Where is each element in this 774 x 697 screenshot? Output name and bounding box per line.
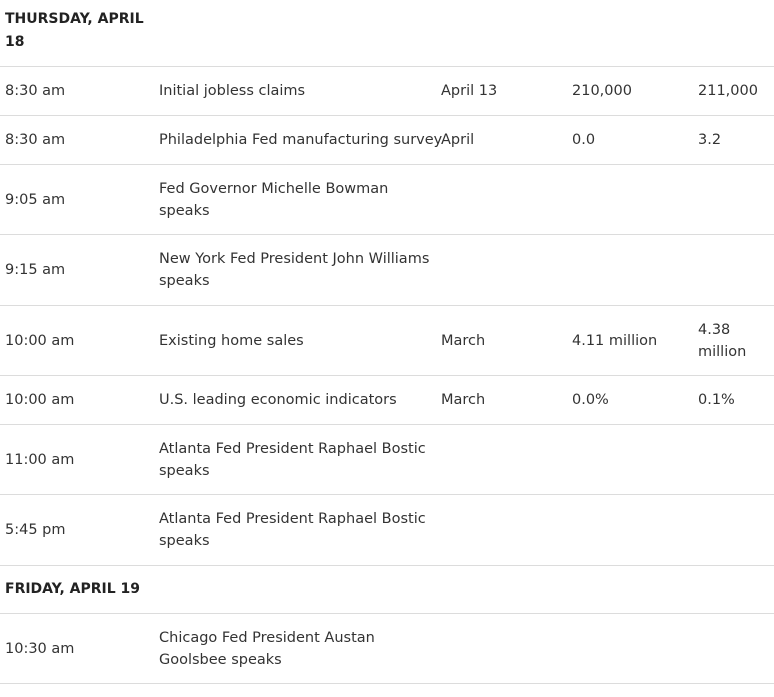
- time-cell: 9:15 am: [5, 262, 66, 278]
- forecast-cell: [572, 425, 692, 494]
- period-cell: March: [441, 392, 486, 408]
- time-cell: 10:00 am: [5, 332, 75, 349]
- period-cell: April: [441, 132, 475, 148]
- period-cell: [441, 495, 566, 565]
- time-cell: 9:05 am: [5, 191, 66, 208]
- period-cell: April 13: [441, 83, 498, 99]
- event-cell: U.S. leading economic indicators: [159, 392, 397, 408]
- previous-cell: [698, 235, 772, 305]
- table-row: 11:00 am Atlanta Fed President Raphael B…: [0, 425, 774, 495]
- table-row: 9:15 am New York Fed President John Will…: [0, 235, 774, 306]
- day-header-friday: FRIDAY, APRIL 19: [0, 566, 774, 614]
- forecast-cell: 210,000: [572, 83, 632, 99]
- forecast-cell: [572, 165, 692, 234]
- period-cell: [441, 425, 566, 494]
- time-cell: 8:30 am: [5, 83, 66, 99]
- period-cell: [441, 235, 566, 305]
- time-cell: 11:00 am: [5, 451, 75, 468]
- previous-cell: [698, 495, 772, 565]
- previous-cell: [698, 614, 772, 683]
- event-cell: New York Fed President John Williams spe…: [159, 251, 430, 289]
- time-cell: 10:00 am: [5, 392, 75, 408]
- forecast-cell: 0.0: [572, 132, 596, 148]
- table-row: 10:00 am Existing home sales March 4.11 …: [0, 306, 774, 376]
- period-cell: [441, 165, 566, 234]
- period-cell: March: [441, 332, 486, 349]
- event-cell: Philadelphia Fed manufacturing survey: [159, 132, 443, 148]
- previous-cell: [698, 165, 772, 234]
- day-header-thursday: THURSDAY, APRIL 18: [0, 0, 774, 67]
- forecast-cell: [572, 614, 692, 683]
- period-cell: [441, 614, 566, 683]
- table-row: 8:30 am Philadelphia Fed manufacturing s…: [0, 116, 774, 165]
- time-cell: 8:30 am: [5, 132, 66, 148]
- table-row: 5:45 pm Atlanta Fed President Raphael Bo…: [0, 495, 774, 566]
- event-cell: Chicago Fed President Austan Goolsbee sp…: [159, 629, 375, 668]
- previous-cell: [698, 425, 772, 494]
- event-cell: Initial jobless claims: [159, 83, 306, 99]
- table-row: 10:00 am U.S. leading economic indicator…: [0, 376, 774, 425]
- event-cell: Fed Governor Michelle Bowman speaks: [159, 180, 389, 219]
- table-row: 10:30 am Chicago Fed President Austan Go…: [0, 614, 774, 684]
- previous-cell: 4.38 million: [698, 321, 747, 360]
- table-row: 9:05 am Fed Governor Michelle Bowman spe…: [0, 165, 774, 235]
- previous-cell: 0.1%: [698, 392, 735, 408]
- day-header-label: THURSDAY, APRIL 18: [5, 11, 144, 50]
- forecast-cell: [572, 495, 692, 565]
- event-cell: Atlanta Fed President Raphael Bostic spe…: [159, 440, 426, 479]
- previous-cell: 211,000: [698, 83, 758, 99]
- day-header-label: FRIDAY, APRIL 19: [5, 581, 141, 597]
- time-cell: 5:45 pm: [5, 522, 66, 538]
- forecast-cell: 0.0%: [572, 392, 609, 408]
- forecast-cell: 4.11 million: [572, 332, 658, 349]
- event-cell: Existing home sales: [159, 332, 304, 349]
- event-cell: Atlanta Fed President Raphael Bostic spe…: [159, 511, 426, 549]
- time-cell: 10:30 am: [5, 640, 75, 657]
- previous-cell: 3.2: [698, 132, 722, 148]
- table-row: 8:30 am Initial jobless claims April 13 …: [0, 67, 774, 116]
- forecast-cell: [572, 235, 692, 305]
